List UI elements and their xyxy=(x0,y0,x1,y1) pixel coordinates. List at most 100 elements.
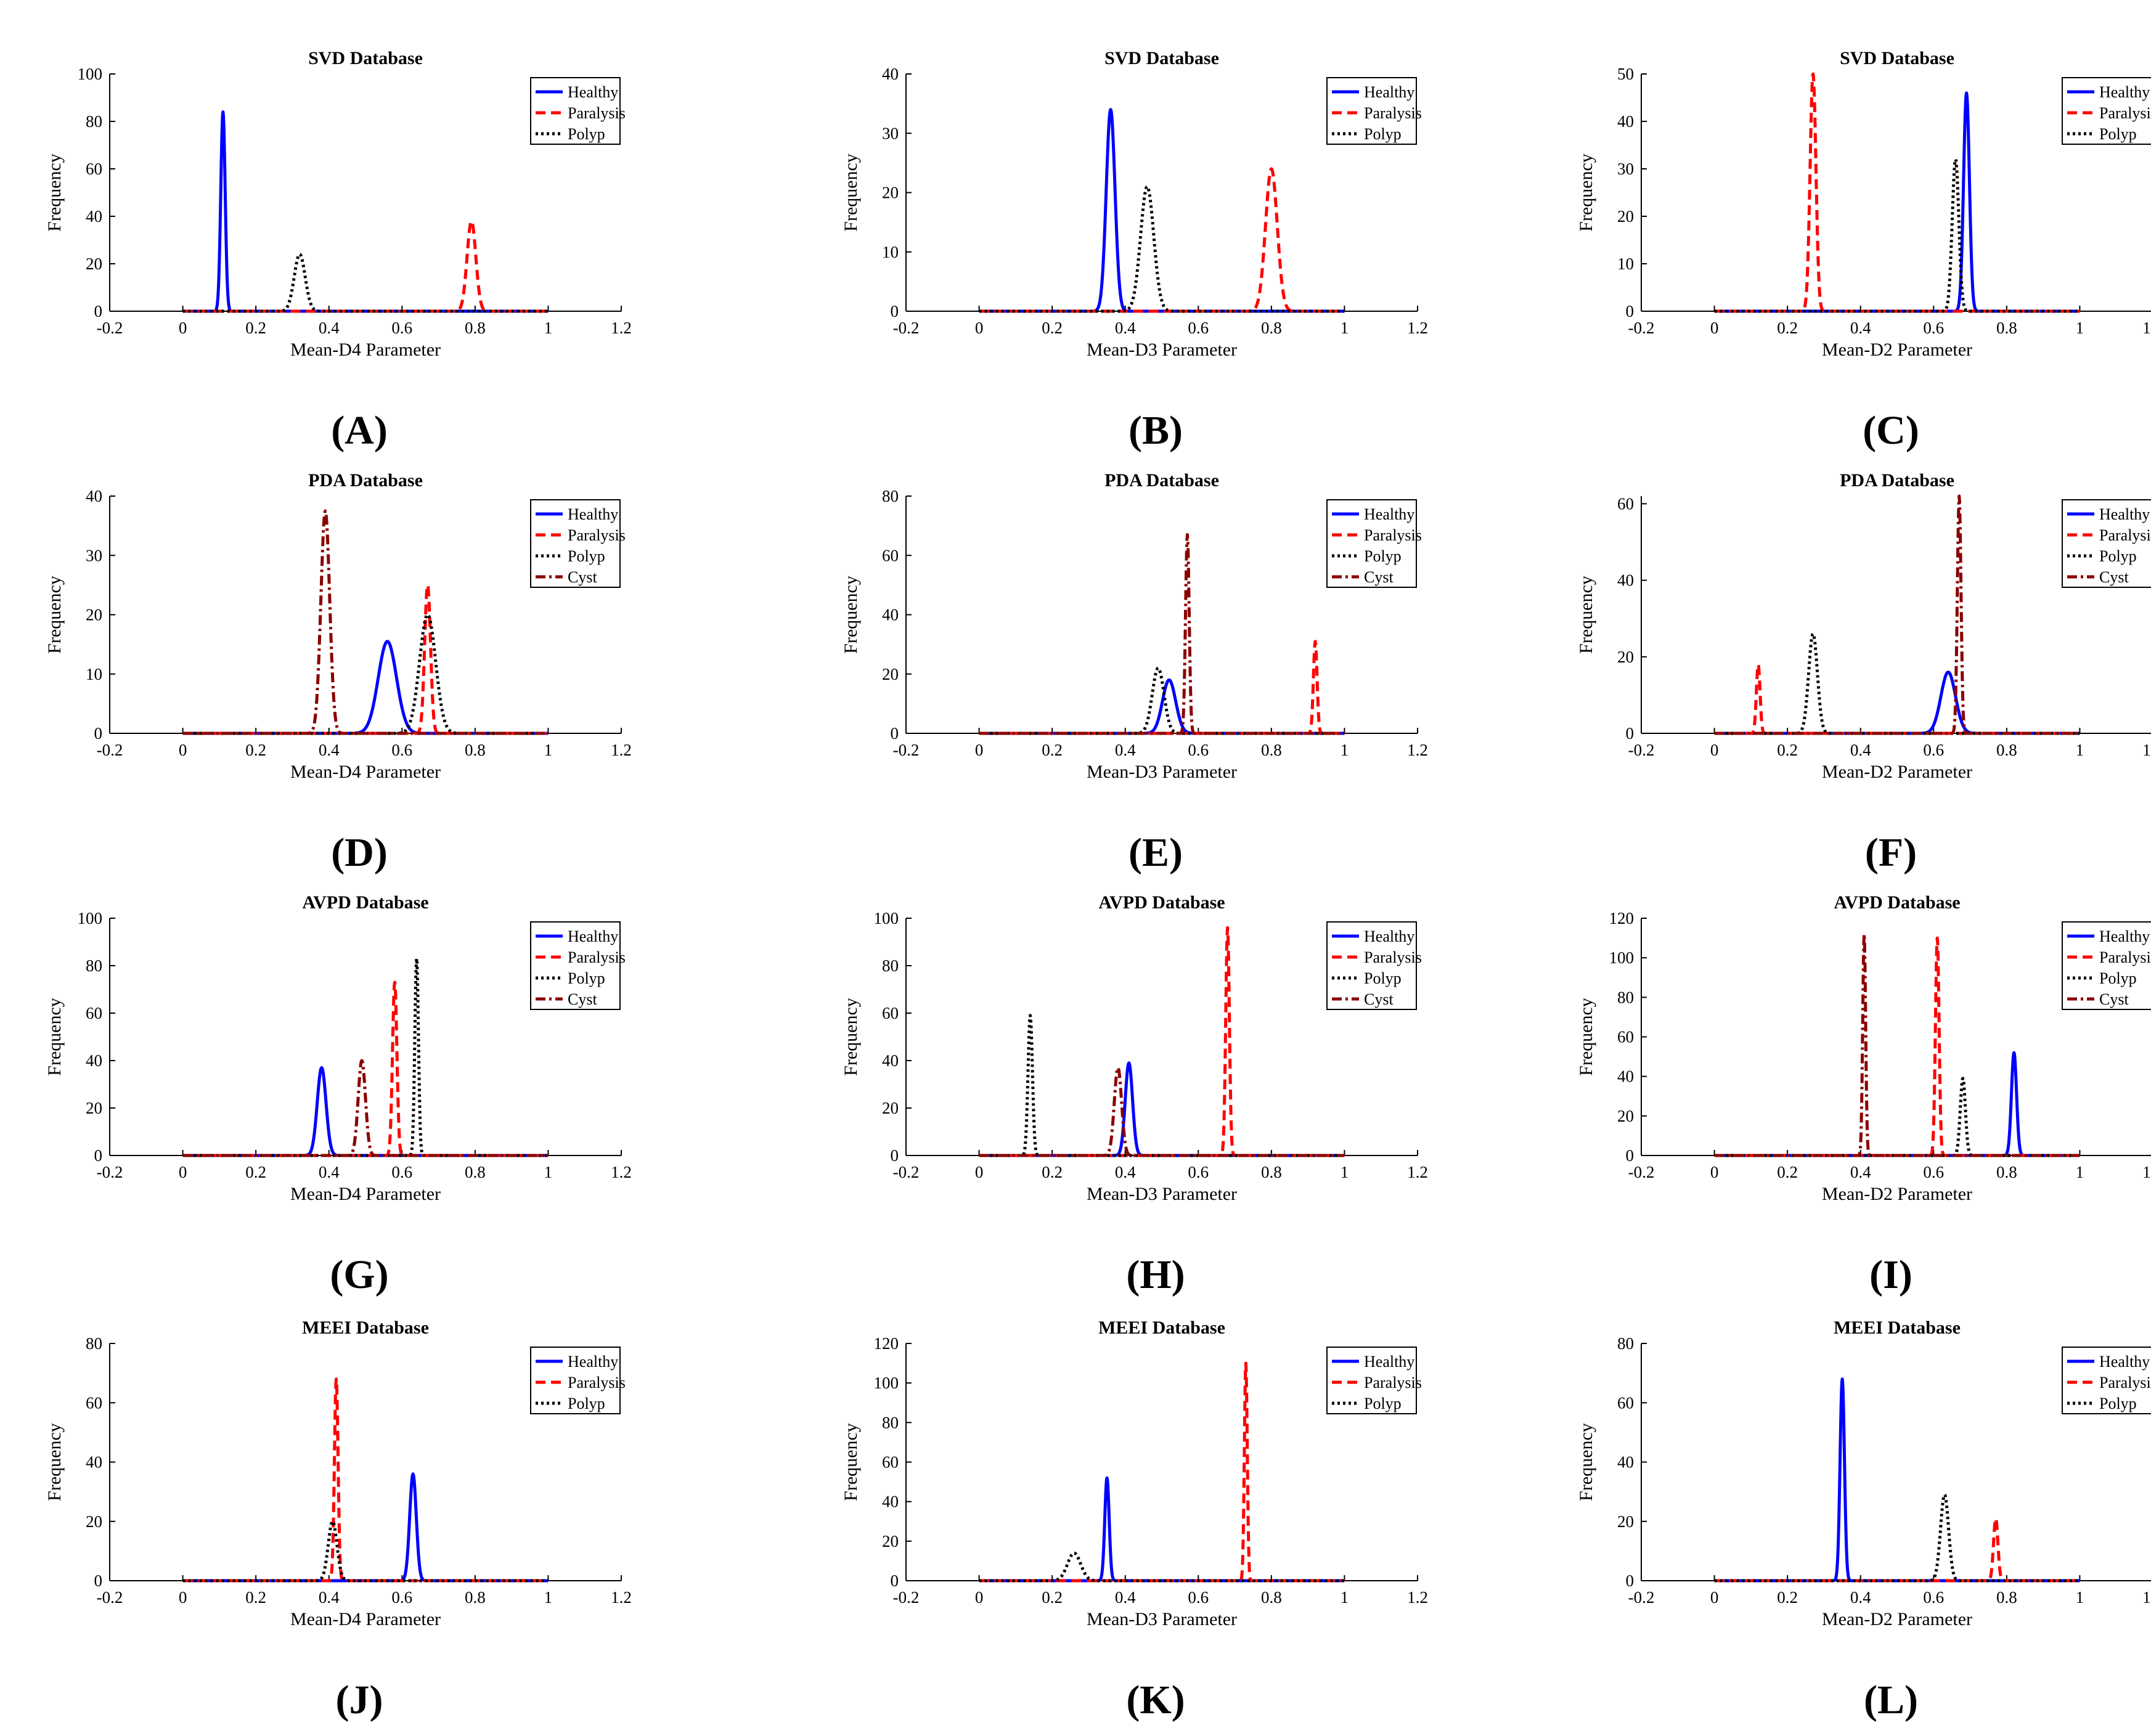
x-axis-label: Mean-D3 Parameter xyxy=(1087,1609,1237,1629)
x-tick-label: 1 xyxy=(544,319,553,337)
x-axis-label: Mean-D3 Parameter xyxy=(1087,762,1237,782)
x-tick-label: 0.2 xyxy=(1042,741,1063,759)
x-tick-label: 1 xyxy=(1341,1163,1349,1181)
chart-title: AVPD Database xyxy=(1834,892,1960,913)
series-line-polyp xyxy=(181,613,550,735)
x-tick-label: 1 xyxy=(544,1588,553,1607)
series-line-cyst xyxy=(1713,494,2081,735)
x-tick-label: 0.4 xyxy=(1115,741,1136,759)
x-tick-label: 0.6 xyxy=(1188,1588,1209,1607)
chart-title: SVD Database xyxy=(308,48,423,68)
panel-label: (J) xyxy=(336,1677,383,1722)
series-line-cyst xyxy=(181,1059,550,1157)
x-tick-label: 0.6 xyxy=(391,1163,412,1181)
legend-label-paralysis: Paralysis xyxy=(2099,948,2151,966)
x-tick-label: 0.8 xyxy=(465,741,486,759)
y-tick-label: 40 xyxy=(882,1051,899,1070)
chart-title: PDA Database xyxy=(308,470,423,491)
y-tick-label: 0 xyxy=(94,724,103,743)
x-tick-label: -0.2 xyxy=(893,1588,920,1607)
x-tick-label: -0.2 xyxy=(1628,741,1655,759)
x-tick-label: 0 xyxy=(1710,741,1719,759)
chart-panel-c: -0.200.20.40.60.811.201020304050SVD Data… xyxy=(1576,48,2151,453)
y-tick-label: 40 xyxy=(1617,112,1634,131)
y-tick-label: 60 xyxy=(1617,1028,1634,1046)
panel-label: (I) xyxy=(1869,1252,1912,1297)
y-tick-label: 20 xyxy=(1617,207,1634,226)
x-tick-label: -0.2 xyxy=(1628,319,1655,337)
y-tick-label: 100 xyxy=(78,65,103,83)
legend-label-polyp: Polyp xyxy=(2099,125,2137,143)
x-tick-label: -0.2 xyxy=(97,1163,123,1181)
y-tick-label: 100 xyxy=(1609,948,1635,967)
x-tick-label: 0.4 xyxy=(319,319,340,337)
legend-label-polyp: Polyp xyxy=(568,1395,605,1412)
x-axis-label: Mean-D3 Parameter xyxy=(1087,1184,1237,1204)
x-tick-label: -0.2 xyxy=(893,741,920,759)
y-tick-label: 0 xyxy=(1626,1571,1635,1590)
y-tick-label: 30 xyxy=(882,124,899,142)
chart-title: AVPD Database xyxy=(302,892,428,913)
x-tick-label: 1 xyxy=(1341,319,1349,337)
x-tick-label: 1 xyxy=(544,741,553,759)
x-tick-label: 1.2 xyxy=(2142,741,2151,759)
legend-label-healthy: Healthy xyxy=(568,927,618,945)
series-line-cyst xyxy=(181,509,550,735)
legend-label-paralysis: Paralysis xyxy=(2099,104,2151,122)
x-axis-label: Mean-D4 Parameter xyxy=(290,762,441,782)
legend-label-paralysis: Paralysis xyxy=(568,526,626,544)
x-tick-label: 0.2 xyxy=(245,1588,266,1607)
x-tick-label: 0.2 xyxy=(1777,1588,1798,1607)
legend-label-paralysis: Paralysis xyxy=(568,104,626,122)
x-tick-label: -0.2 xyxy=(1628,1588,1655,1607)
x-tick-label: 1 xyxy=(544,1163,553,1181)
legend-label-polyp: Polyp xyxy=(568,969,605,987)
panel-label: (H) xyxy=(1126,1252,1185,1297)
y-tick-label: 50 xyxy=(1617,65,1634,83)
y-tick-label: 40 xyxy=(882,1493,899,1511)
x-tick-label: 0.4 xyxy=(1850,1588,1871,1607)
x-tick-label: 0 xyxy=(1710,1588,1719,1607)
x-tick-label: -0.2 xyxy=(97,319,123,337)
x-axis-label: Mean-D2 Parameter xyxy=(1822,340,1972,360)
y-tick-label: 20 xyxy=(1617,648,1634,666)
legend-label-polyp: Polyp xyxy=(1364,1395,1402,1412)
legend-box xyxy=(1326,77,1417,145)
y-tick-label: 80 xyxy=(86,956,102,975)
series-line-paralysis xyxy=(181,583,550,735)
x-tick-label: 0.8 xyxy=(1996,1163,2017,1181)
chart-panel-i: -0.200.20.40.60.811.2020406080100120AVPD… xyxy=(1576,892,2151,1297)
y-tick-label: 0 xyxy=(94,1571,103,1590)
x-tick-label: 0.6 xyxy=(391,1588,412,1607)
x-tick-label: -0.2 xyxy=(1628,1163,1655,1181)
legend-box xyxy=(2062,1347,2151,1414)
x-axis-label: Mean-D2 Parameter xyxy=(1822,1184,1972,1204)
series-line-paralysis xyxy=(181,980,550,1157)
x-tick-label: 1 xyxy=(2076,1588,2084,1607)
y-tick-label: 20 xyxy=(86,1099,102,1117)
y-tick-label: 0 xyxy=(94,1146,103,1165)
y-tick-label: 100 xyxy=(874,909,899,927)
y-tick-label: 10 xyxy=(86,665,102,683)
y-tick-label: 20 xyxy=(86,1512,102,1531)
x-tick-label: 1.2 xyxy=(611,1588,632,1607)
series-line-polyp xyxy=(181,1520,550,1583)
x-tick-label: 0.8 xyxy=(1261,319,1282,337)
chart-title: SVD Database xyxy=(1104,48,1219,68)
x-tick-label: 0.2 xyxy=(245,319,266,337)
series-line-paralysis xyxy=(181,1377,550,1583)
y-tick-label: 40 xyxy=(1617,571,1634,590)
y-tick-label: 80 xyxy=(882,956,899,975)
legend-label-cyst: Cyst xyxy=(1364,568,1394,586)
x-tick-label: 0.4 xyxy=(1850,741,1871,759)
y-tick-label: 0 xyxy=(891,724,899,743)
x-tick-label: 0.2 xyxy=(1042,1163,1063,1181)
series-line-paralysis xyxy=(978,1361,1346,1583)
y-tick-label: 20 xyxy=(86,255,102,273)
legend-label-polyp: Polyp xyxy=(1364,547,1402,565)
y-axis-label: Frequency xyxy=(841,998,861,1076)
series-line-polyp xyxy=(1713,1077,2081,1157)
